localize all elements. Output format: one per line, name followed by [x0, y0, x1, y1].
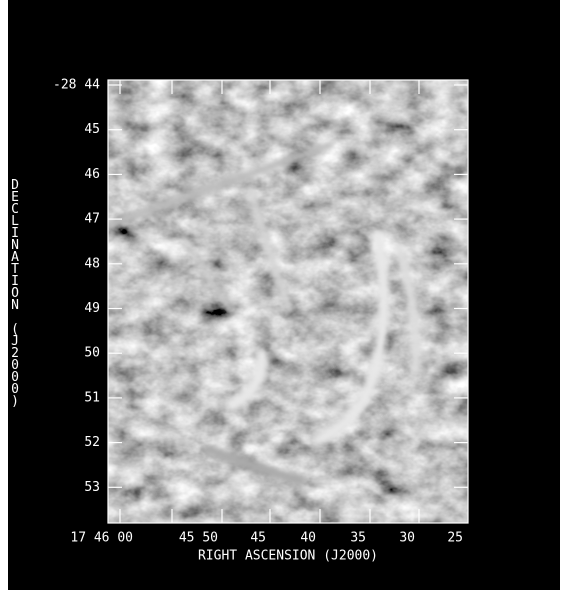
x-tick-label: 40 — [300, 531, 316, 546]
y-tick-label: 52 — [84, 435, 100, 450]
x-tick-label: 25 — [447, 531, 463, 546]
y-axis-label: DECLINATION (J2000) — [8, 178, 23, 406]
radio-image — [100, 80, 468, 523]
y-tick-label: 50 — [84, 346, 100, 361]
y-tick-label: -28 44 — [53, 78, 100, 93]
x-tick-label: 17 46 00 — [70, 531, 133, 546]
y-tick-label: 49 — [84, 301, 100, 316]
y-tick-label: 48 — [84, 256, 100, 271]
page: RIGHT ASCENSION (J2000) DECLINATION (J20… — [0, 0, 568, 600]
x-tick-label: 45 50 — [179, 531, 218, 546]
x-tick-label: 35 — [350, 531, 366, 546]
y-tick-label: 45 — [84, 122, 100, 137]
figure: RIGHT ASCENSION (J2000) DECLINATION (J20… — [0, 0, 568, 600]
y-tick-label: 51 — [84, 390, 100, 405]
y-tick-label: 53 — [84, 480, 100, 495]
x-tick-label: 30 — [399, 531, 415, 546]
y-tick-label: 47 — [84, 212, 100, 227]
x-axis-label: RIGHT ASCENSION (J2000) — [198, 549, 378, 564]
y-tick-label: 46 — [84, 167, 100, 182]
x-tick-label: 45 — [250, 531, 266, 546]
